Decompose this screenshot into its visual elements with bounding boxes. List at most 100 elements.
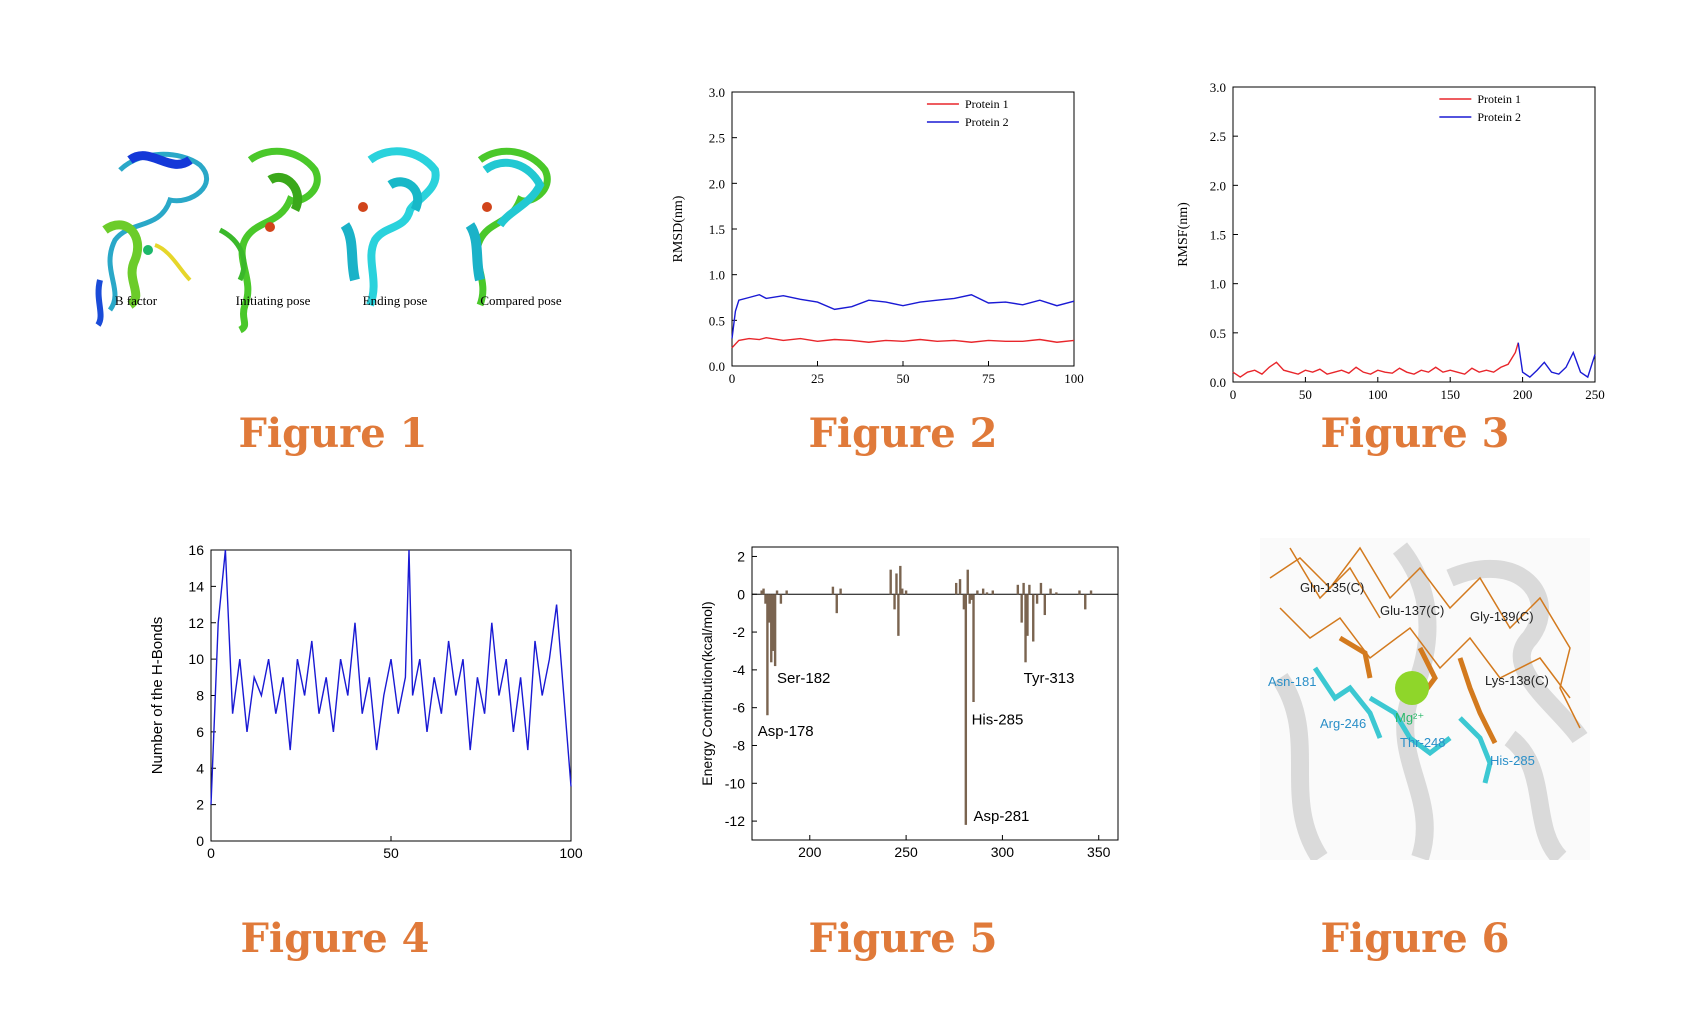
figure5-caption: Figure 5 <box>808 915 998 962</box>
protein-initiating-image <box>218 147 321 334</box>
energy-bar <box>991 590 994 595</box>
energy-bar <box>764 594 767 604</box>
y-axis-label: Energy Contribution(kcal/mol) <box>699 601 715 785</box>
y-axis-label: RMSF(nm) <box>1176 202 1191 267</box>
legend-label: Protein 2 <box>965 115 1009 129</box>
y-tick-label: 2.0 <box>1210 178 1226 193</box>
x-tick-label: 0 <box>1230 387 1237 402</box>
x-tick-label: 25 <box>811 371 824 386</box>
protein-compared-image <box>465 147 551 307</box>
y-axis-label: Number of the H-Bonds <box>149 617 166 775</box>
x-tick-label: 50 <box>897 371 910 386</box>
energy-bar <box>839 588 842 595</box>
y-tick-label: 16 <box>188 542 204 558</box>
x-tick-label: 350 <box>1087 844 1111 860</box>
energy-bar <box>770 594 773 663</box>
y-tick-label: 2 <box>196 797 204 813</box>
figure1-label: B factor <box>115 293 158 308</box>
y-tick-label: 3.0 <box>1210 80 1226 95</box>
energy-bar <box>1024 594 1027 663</box>
y-tick-label: 3.0 <box>709 85 725 100</box>
y-tick-label: 0.0 <box>1210 375 1226 390</box>
energy-bar <box>954 582 958 595</box>
x-tick-label: 50 <box>383 845 399 861</box>
energy-bar <box>760 590 763 595</box>
energy-bar <box>889 569 892 595</box>
legend-label: Protein 2 <box>1477 110 1521 124</box>
residue-label: Gln-135(C) <box>1300 580 1364 595</box>
plot-frame <box>751 546 1119 841</box>
energy-bar <box>771 594 775 651</box>
y-tick-label: -2 <box>733 624 746 640</box>
y-tick-label: 0 <box>737 586 745 602</box>
figure6-image: Gln-135(C) Glu-137(C) Gly-139(C) Asn-181… <box>1268 542 1588 860</box>
residue-annotation: Asp-178 <box>758 723 814 740</box>
energy-bar <box>1028 584 1031 595</box>
energy-bar <box>1078 590 1081 595</box>
energy-bar <box>1049 588 1052 595</box>
plot-frame <box>210 549 572 842</box>
y-tick-label: 6 <box>196 724 204 740</box>
energy-bar <box>981 588 985 595</box>
y-tick-label: 0.5 <box>709 313 725 328</box>
y-tick-label: -4 <box>733 662 746 678</box>
y-tick-label: 2.5 <box>709 131 725 146</box>
x-tick-label: 100 <box>1368 387 1388 402</box>
energy-bar <box>762 588 765 595</box>
energy-bar <box>1032 594 1035 642</box>
y-tick-label: 4 <box>196 760 204 776</box>
residue-label: His-285 <box>1490 753 1535 768</box>
residue-annotation: Ser-182 <box>777 670 830 687</box>
residue-sticks <box>1312 635 1498 784</box>
energy-bar <box>1020 594 1023 623</box>
residue-label: Asn-181 <box>1268 674 1316 689</box>
energy-bar <box>1022 582 1025 595</box>
figure1-label: Compared pose <box>480 293 561 308</box>
figure4-caption: Figure 4 <box>240 915 430 962</box>
y-tick-label: 1.0 <box>709 268 725 283</box>
energy-bar <box>968 594 971 604</box>
ligand-wires-orange <box>1269 546 1581 729</box>
figure3-chart: 0 50 100 150 200 250 0.0 0.5 1.0 1.5 2.0 2.5 3.0 RMSF… <box>1176 80 1605 402</box>
figure1-panel: B factor Initiating pose Ending pose Com… <box>70 130 630 340</box>
energy-bar <box>970 594 973 600</box>
energy-bar <box>962 594 966 610</box>
energy-bar <box>958 579 962 595</box>
energy-bar <box>1026 594 1029 636</box>
figure1-label: Initiating pose <box>236 293 311 308</box>
y-tick-label: 0.5 <box>1210 326 1226 341</box>
y-tick-label: 14 <box>188 578 204 594</box>
x-tick-label: 75 <box>982 371 995 386</box>
protein-ribbon-background <box>1272 542 1588 860</box>
residue-label: Glu-137(C) <box>1380 603 1444 618</box>
residue-label: Lys-138(C) <box>1485 673 1549 688</box>
y-tick-label: 0.0 <box>709 359 725 374</box>
y-tick-label: -10 <box>725 775 745 791</box>
y-tick-label: 2.0 <box>709 176 725 191</box>
energy-bar <box>1055 592 1058 595</box>
residue-annotation: His-285 <box>972 712 1024 729</box>
energy-bar <box>976 590 979 595</box>
y-axis-label: RMSD(nm) <box>671 195 686 262</box>
x-tick-label: 200 <box>798 844 822 860</box>
y-tick-label: 1.5 <box>1210 228 1226 243</box>
y-tick-label: -6 <box>733 700 746 716</box>
figure5-chart: 200 250 300 350 2 0 -2 -4 -6 -8 -10 -12 Energy Contr… <box>699 546 1119 860</box>
energy-bar <box>895 573 898 595</box>
figure6-caption: Figure 6 <box>1320 915 1510 962</box>
energy-bar <box>897 594 900 636</box>
energy-bar <box>831 586 835 595</box>
x-tick-label: 50 <box>1299 387 1312 402</box>
energy-bar <box>835 594 838 614</box>
y-tick-label: 10 <box>188 651 204 667</box>
figure4-chart: 0 50 100 0 2 4 6 8 10 12 14 16 Number of the H-Bonds <box>149 542 583 861</box>
energy-bar <box>779 594 783 604</box>
energy-bar <box>966 569 969 595</box>
residue-label: Arg-246 <box>1320 716 1366 731</box>
protein-bfactor-image <box>95 151 209 327</box>
y-tick-label: 12 <box>188 615 204 631</box>
y-tick-label: 1.0 <box>1210 277 1226 292</box>
energy-bar <box>985 592 989 595</box>
energy-bar <box>1084 594 1087 610</box>
series-line-protein-1 <box>1232 342 1519 378</box>
